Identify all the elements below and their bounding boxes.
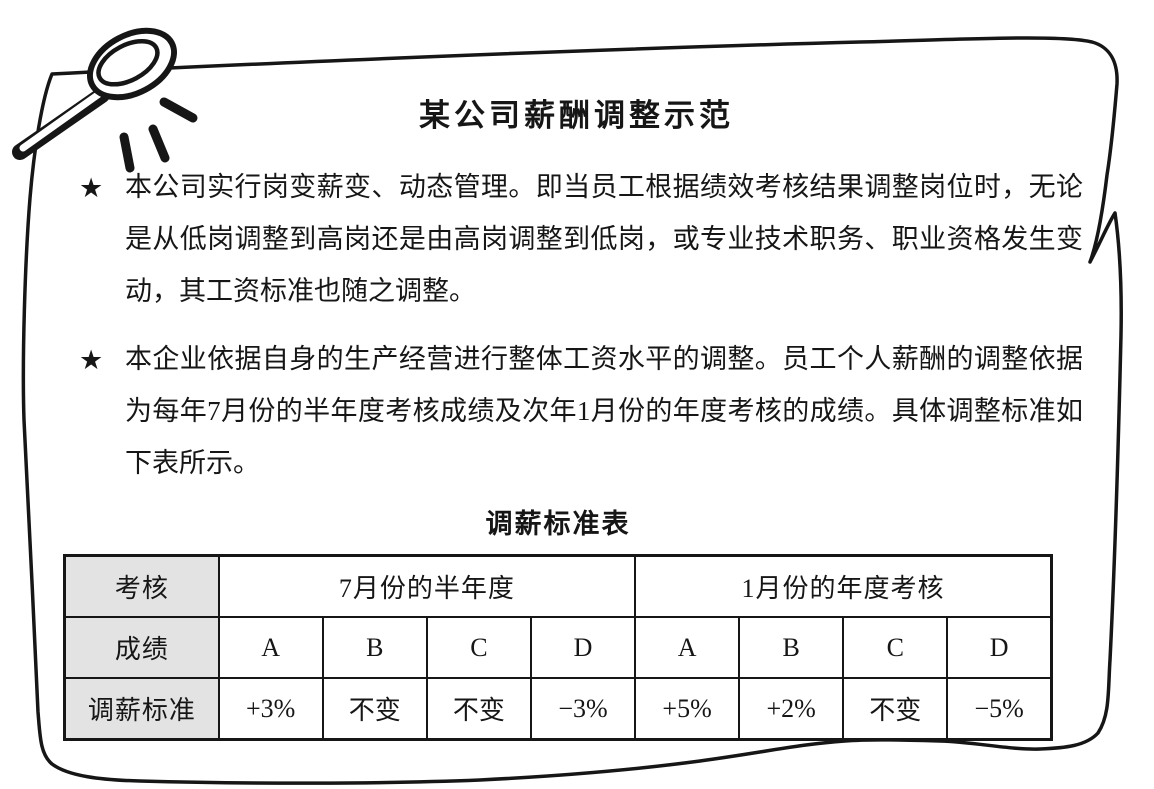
adjustment-cell: +5% (634, 677, 741, 741)
table-row-adjustments: 调薪标准 +3% 不变 不变 −3% +5% +2% 不变 −5% (63, 677, 1053, 741)
magnifying-glass-icon (12, 27, 198, 173)
grade-cell: A (217, 616, 324, 679)
adjustment-cell: 不变 (321, 677, 428, 741)
grade-cell: A (634, 616, 741, 679)
grade-cell: B (738, 616, 845, 679)
grade-cell: C (425, 616, 532, 679)
star-bullet-icon: ★ (79, 345, 104, 375)
row-label-adjustment: 调薪标准 (63, 677, 220, 741)
star-bullet-icon: ★ (79, 173, 104, 203)
col-group-july-halfyear: 7月份的半年度 (217, 554, 637, 618)
bullet-paragraph-1: ★ 本公司实行岗变薪变、动态管理。即当员工根据绩效考核结果调整岗位时，无论是从低… (79, 161, 1083, 317)
adjustment-cell: +3% (217, 677, 324, 741)
hand-drawn-border (21, 36, 1123, 785)
adjustment-cell: 不变 (842, 677, 949, 741)
grade-cell: B (321, 616, 428, 679)
table-row-grades: 成绩 A B C D A B C D (63, 616, 1053, 679)
adjustment-cell: −5% (946, 677, 1053, 741)
salary-adjustment-table: 考核 7月份的半年度 1月份的年度考核 成绩 A B C D A B C D 调… (63, 554, 1053, 741)
adjustment-cell: +2% (738, 677, 845, 741)
grade-cell: D (946, 616, 1053, 679)
bullet-paragraph-2: ★ 本企业依据自身的生产经营进行整体工资水平的调整。员工个人薪酬的调整依据为每年… (79, 333, 1083, 489)
sparkle-rays-icon (119, 97, 198, 173)
table-title: 调薪标准表 (485, 509, 631, 539)
row-label-assessment: 考核 (63, 554, 220, 618)
page-title: 某公司薪酬调整示范 (419, 98, 734, 133)
adjustment-cell: −3% (529, 677, 637, 741)
adjustment-cell: 不变 (425, 677, 532, 741)
col-group-january-annual: 1月份的年度考核 (634, 554, 1053, 618)
row-label-grade: 成绩 (63, 616, 220, 679)
bullet-text: 本企业依据自身的生产经营进行整体工资水平的调整。员工个人薪酬的调整依据为每年7月… (125, 344, 1083, 478)
grade-cell: D (529, 616, 637, 679)
page-content: 某公司薪酬调整示范 ★ 本公司实行岗变薪变、动态管理。即当员工根据绩效考核结果调… (63, 0, 1090, 741)
grade-cell: C (842, 616, 949, 679)
bullet-text: 本公司实行岗变薪变、动态管理。即当员工根据绩效考核结果调整岗位时，无论是从低岗调… (125, 172, 1083, 306)
table-row-assessment: 考核 7月份的半年度 1月份的年度考核 (63, 554, 1053, 618)
